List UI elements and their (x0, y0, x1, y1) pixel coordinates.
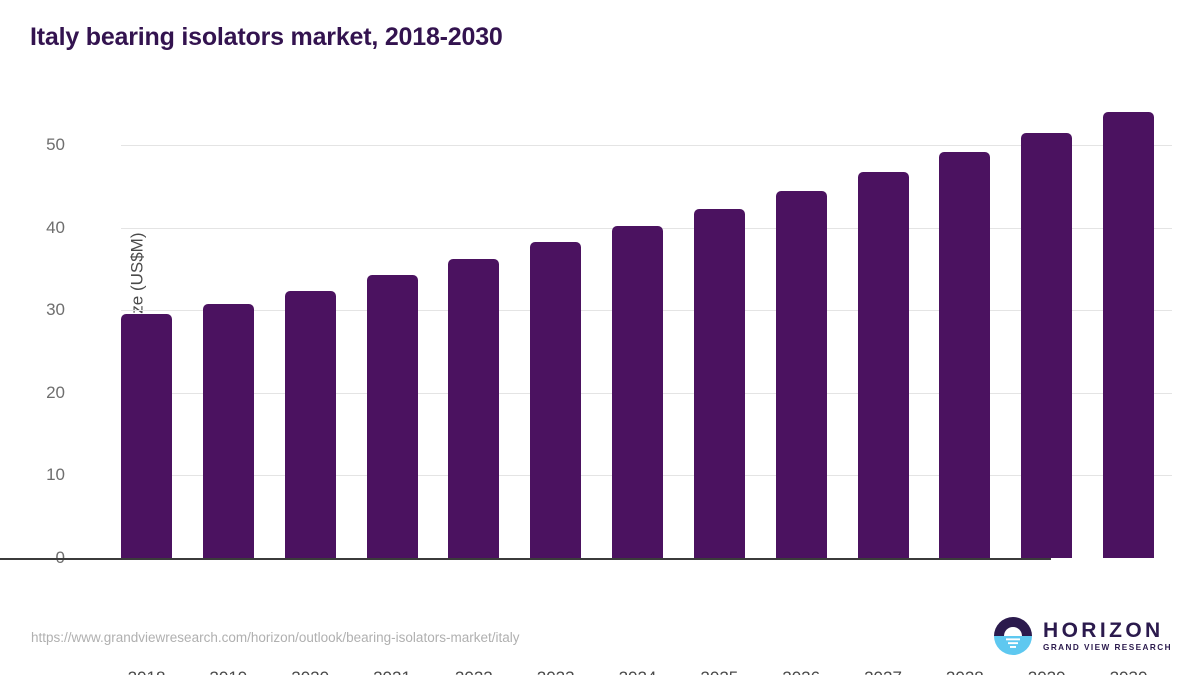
page-title: Italy bearing isolators market, 2018-203… (30, 23, 503, 51)
source-url[interactable]: https://www.grandviewresearch.com/horizo… (31, 630, 520, 645)
bar[interactable] (857, 172, 909, 558)
bar[interactable] (284, 291, 336, 558)
logo-tagline: GRAND VIEW RESEARCH (1043, 642, 1172, 652)
x-tick-label: 2018 (102, 668, 192, 675)
bar[interactable] (939, 152, 991, 558)
horizon-logo-icon (994, 617, 1032, 655)
x-tick-label: 2019 (183, 668, 273, 675)
plot-area (121, 111, 1172, 558)
x-tick-label: 2029 (1002, 668, 1092, 675)
bar[interactable] (448, 259, 500, 558)
x-axis-line (0, 558, 1051, 560)
x-tick-label: 2020 (265, 668, 355, 675)
y-tick-label: 40 (46, 217, 65, 237)
bar[interactable] (121, 313, 172, 558)
y-tick-label: 10 (46, 465, 65, 485)
y-tick-label: 50 (46, 135, 65, 154)
x-tick-label: 2021 (347, 668, 437, 675)
x-tick-label: 2030 (1084, 668, 1174, 675)
bar[interactable] (775, 191, 827, 558)
logo-wordmark: HORIZON (1043, 618, 1164, 642)
x-tick-label: 2023 (511, 668, 601, 675)
bar[interactable] (530, 242, 582, 558)
bar[interactable] (1103, 111, 1154, 558)
bar[interactable] (202, 303, 254, 558)
y-tick-label: 30 (46, 300, 65, 320)
y-tick-label: 20 (46, 382, 65, 402)
bar[interactable] (693, 209, 745, 558)
x-tick-label: 2024 (593, 668, 683, 675)
x-tick-label: 2028 (920, 668, 1010, 675)
x-tick-label: 2022 (429, 668, 519, 675)
y-tick-label: 0 (5, 548, 65, 568)
horizon-logo-text: HORIZON GRAND VIEW RESEARCH (1043, 620, 1172, 652)
plot-frame: Market Size (US$M) 01020304050 201820192… (46, 103, 1172, 675)
bar[interactable] (1021, 132, 1073, 558)
x-tick-label: 2027 (838, 668, 928, 675)
bar[interactable] (366, 274, 418, 558)
x-tick-label: 2026 (756, 668, 846, 675)
gridline (121, 145, 1172, 146)
bar[interactable] (612, 225, 663, 558)
horizon-logo[interactable]: HORIZON GRAND VIEW RESEARCH (993, 616, 1172, 656)
x-tick-label: 2025 (674, 668, 764, 675)
